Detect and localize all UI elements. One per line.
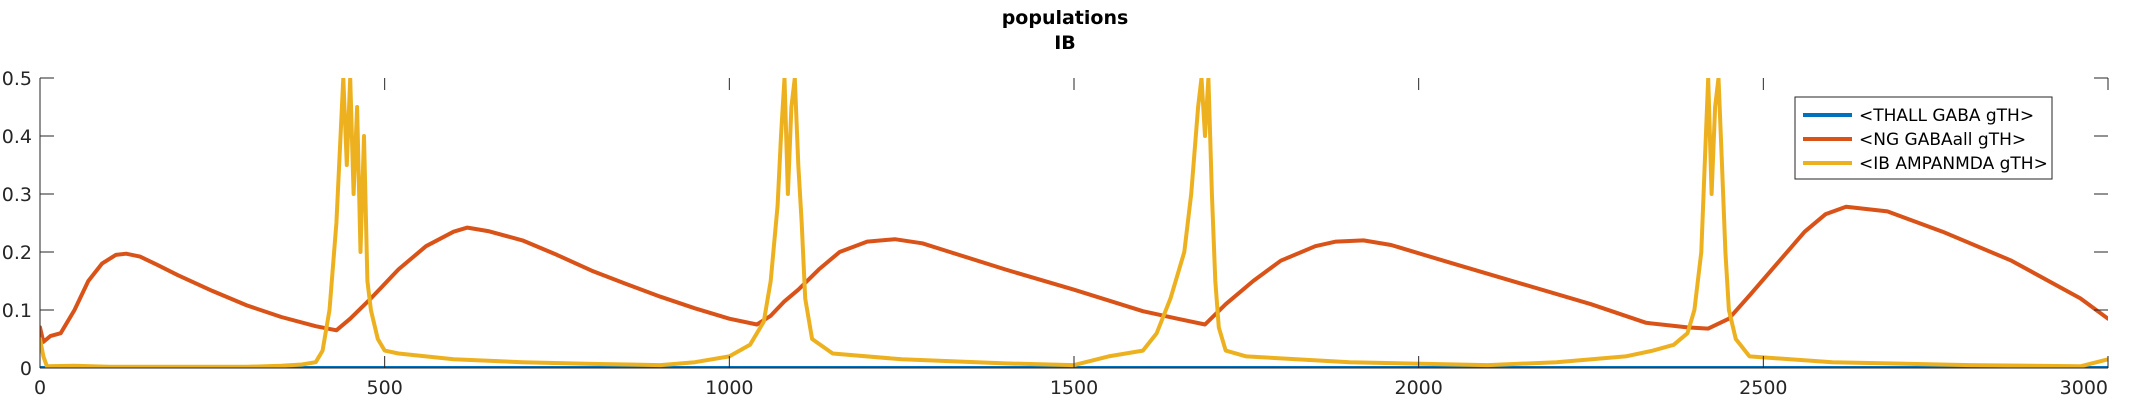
- x-tick-label: 1500: [1050, 377, 1098, 399]
- series-line-3: [40, 78, 2108, 368]
- legend: <THALL GABA gTH> <NG GABAall gTH> <IB AMPA…: [1794, 96, 2053, 180]
- legend-label-1: <THALL GABA gTH>: [1859, 106, 2034, 126]
- series-layer: [40, 78, 2108, 368]
- y-tick-label: 0.4: [2, 126, 32, 148]
- x-tick-label: 2500: [1739, 377, 1787, 399]
- y-tick-label: 0.3: [2, 184, 32, 206]
- y-tick-label: 0: [20, 358, 32, 380]
- x-tick-label: 2000: [1394, 377, 1442, 399]
- x-tick-label: 500: [367, 377, 403, 399]
- legend-label-2: <NG GABAall gTH>: [1859, 130, 2026, 150]
- chart-subtitle: IB: [1054, 32, 1076, 54]
- series-line-2: [40, 204, 2108, 344]
- x-tick-label: 1000: [705, 377, 753, 399]
- axes: 0 500 1000 1500 2000 2500 3000 0 0.1 0.2 0.3 0.4 0.5: [2, 68, 2109, 399]
- chart-title: populations: [1002, 7, 1129, 29]
- x-tick-label: 3000: [2060, 377, 2108, 399]
- x-tick-label: 0: [34, 377, 46, 399]
- y-tick-label: 0.1: [2, 300, 32, 322]
- legend-label-3: <IB AMPANMDA gTH>: [1859, 154, 2048, 174]
- y-tick-label: 0.5: [2, 68, 32, 90]
- y-tick-label: 0.2: [2, 242, 32, 264]
